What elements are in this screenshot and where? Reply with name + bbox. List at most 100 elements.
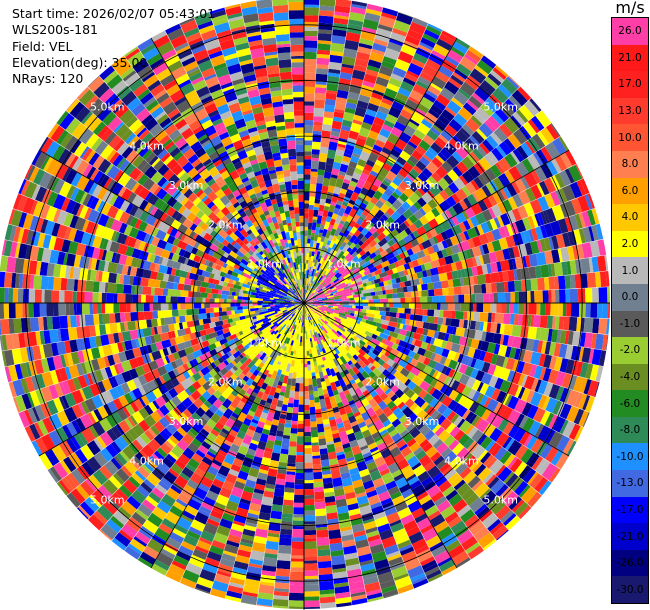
velocity-gate xyxy=(237,306,243,310)
velocity-gate xyxy=(212,293,218,299)
velocity-gate xyxy=(389,303,394,308)
velocity-gate xyxy=(406,121,419,131)
velocity-gate xyxy=(381,324,388,330)
velocity-gate xyxy=(484,154,495,167)
velocity-gate xyxy=(354,303,361,306)
velocity-gate xyxy=(578,346,585,362)
velocity-gate xyxy=(566,303,572,317)
velocity-gate xyxy=(417,187,426,196)
velocity-gate xyxy=(442,485,456,498)
velocity-gate xyxy=(114,312,121,323)
velocity-gate xyxy=(304,58,317,67)
velocity-gate xyxy=(333,292,337,296)
velocity-gate xyxy=(348,19,364,27)
velocity-gate xyxy=(433,338,444,348)
velocity-gate xyxy=(324,98,336,106)
velocity-gate xyxy=(365,349,370,355)
velocity-gate xyxy=(314,305,323,309)
velocity-gate xyxy=(390,163,402,176)
velocity-gate xyxy=(537,425,552,442)
velocity-gate xyxy=(471,294,476,303)
velocity-gate xyxy=(290,385,296,391)
velocity-gate xyxy=(505,235,516,248)
velocity-gate xyxy=(387,365,394,373)
velocity-gate xyxy=(479,350,487,361)
velocity-gate xyxy=(322,288,327,292)
velocity-gate xyxy=(322,124,332,132)
velocity-gate xyxy=(360,363,367,369)
velocity-gate xyxy=(366,288,374,293)
velocity-gate xyxy=(387,279,393,285)
velocity-gate xyxy=(406,218,413,226)
velocity-gate xyxy=(353,186,362,195)
velocity-gate xyxy=(316,423,325,433)
velocity-gate xyxy=(354,345,361,352)
velocity-gate xyxy=(438,134,449,144)
velocity-gate xyxy=(506,382,520,397)
velocity-gate xyxy=(460,509,476,523)
velocity-gate xyxy=(316,223,321,228)
velocity-gate xyxy=(504,170,515,184)
velocity-gate xyxy=(514,461,528,477)
velocity-gate xyxy=(363,266,369,272)
velocity-gate xyxy=(314,203,320,208)
velocity-gate xyxy=(430,303,438,310)
velocity-gate xyxy=(322,325,330,333)
velocity-gate xyxy=(349,246,358,256)
velocity-gate xyxy=(548,236,555,250)
velocity-gate xyxy=(454,392,463,403)
velocity-gate xyxy=(432,295,440,303)
velocity-gate xyxy=(459,56,477,72)
velocity-gate xyxy=(372,404,381,412)
velocity-gate xyxy=(450,342,461,353)
velocity-gate xyxy=(318,161,326,171)
velocity-gate xyxy=(299,383,304,392)
velocity-gate xyxy=(384,284,393,291)
velocity-gate xyxy=(387,262,397,270)
velocity-gate xyxy=(304,596,320,601)
velocity-gate xyxy=(451,193,461,204)
velocity-gate xyxy=(272,495,284,506)
velocity-gate xyxy=(480,55,497,69)
velocity-gate xyxy=(350,6,366,15)
velocity-gate xyxy=(421,254,432,264)
velocity-gate xyxy=(343,250,350,257)
velocity-gate xyxy=(468,276,475,286)
velocity-gate xyxy=(471,92,485,105)
velocity-gate xyxy=(373,394,383,405)
velocity-gate xyxy=(366,344,372,351)
velocity-gate xyxy=(377,186,386,195)
velocity-gate xyxy=(507,269,515,282)
velocity-gate xyxy=(205,298,210,303)
velocity-gate xyxy=(448,118,463,132)
velocity-gate xyxy=(474,187,488,202)
velocity-gate xyxy=(564,275,571,289)
velocity-gate xyxy=(414,314,423,322)
velocity-gate xyxy=(311,308,317,313)
velocity-gate xyxy=(416,421,426,431)
velocity-gate xyxy=(523,202,535,217)
velocity-gate xyxy=(516,268,522,281)
velocity-gate xyxy=(554,316,560,330)
velocity-gate xyxy=(503,453,516,468)
velocity-gate xyxy=(337,174,345,180)
velocity-gate xyxy=(355,164,365,171)
velocity-gate xyxy=(471,379,482,391)
velocity-gate xyxy=(467,475,481,489)
velocity-gate xyxy=(525,390,535,404)
velocity-gate xyxy=(383,329,391,336)
velocity-gate xyxy=(374,314,382,320)
velocity-gate xyxy=(304,244,307,249)
velocity-gate xyxy=(471,130,485,145)
velocity-gate xyxy=(154,287,164,296)
velocity-gate xyxy=(352,205,359,211)
velocity-gate xyxy=(558,316,565,330)
velocity-gate xyxy=(490,479,505,494)
velocity-gate xyxy=(445,246,454,256)
velocity-gate xyxy=(513,269,518,281)
velocity-gate xyxy=(376,216,386,226)
velocity-gate xyxy=(313,318,318,325)
velocity-gate xyxy=(434,426,445,437)
velocity-gate xyxy=(315,84,327,88)
velocity-gate xyxy=(382,290,386,295)
